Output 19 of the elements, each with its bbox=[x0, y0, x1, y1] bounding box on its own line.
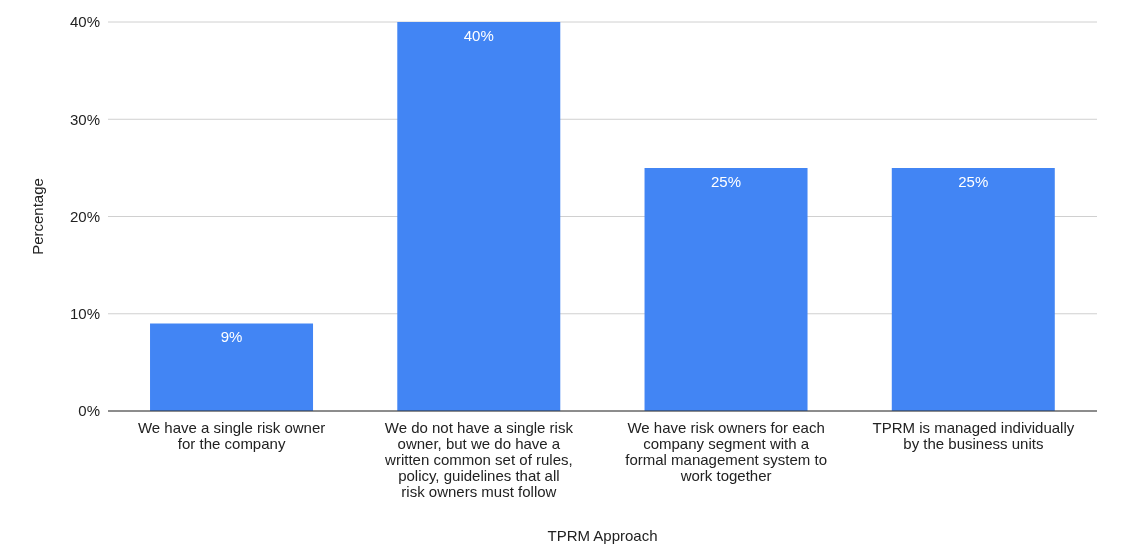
x-tick-label: TPRM is managed individually by the business units bbox=[872, 419, 1075, 452]
data-label: 25% bbox=[711, 172, 742, 190]
data-label: 9% bbox=[220, 328, 243, 346]
data-label: 40% bbox=[463, 26, 494, 44]
x-axis-title: TPRM Approach bbox=[547, 527, 658, 544]
y-tick-label: 0% bbox=[78, 402, 100, 420]
y-tick-label: 30% bbox=[69, 110, 100, 128]
y-axis-title: Percentage bbox=[29, 178, 47, 255]
bar bbox=[891, 167, 1055, 411]
y-tick-label: 40% bbox=[69, 13, 100, 31]
x-tick-label: We have risk owners for each company segment with a formal management system to work together bbox=[625, 419, 827, 484]
y-tick-label: 20% bbox=[69, 207, 100, 225]
x-tick-label: We have a single risk owner for the company bbox=[137, 419, 326, 452]
data-label: 25% bbox=[958, 172, 989, 190]
bar bbox=[397, 22, 561, 411]
bar bbox=[150, 323, 314, 411]
x-tick-label: We do not have a single risk owner, but we do have a written common set of rules, policy, guidelines that all risk owners must follow bbox=[384, 419, 574, 500]
y-tick-label: 10% bbox=[69, 305, 100, 323]
bar bbox=[644, 167, 808, 411]
